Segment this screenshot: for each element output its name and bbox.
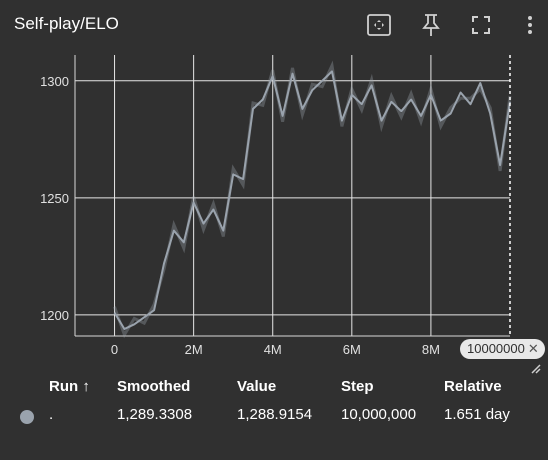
x-tick-label: 0 xyxy=(111,342,118,357)
col-run[interactable]: Run ↑ xyxy=(49,378,90,395)
col-value[interactable]: Value xyxy=(237,378,277,395)
y-tick-label: 1250 xyxy=(40,191,69,206)
step-cursor-badge[interactable]: 10000000 ✕ xyxy=(460,339,545,359)
run-color-swatch[interactable] xyxy=(20,410,34,424)
fit-domain-icon[interactable] xyxy=(366,12,392,38)
chart-axes: 1200 1250 1300 0 2M 4M 6M 8M xyxy=(40,55,510,357)
col-smoothed[interactable]: Smoothed xyxy=(117,378,191,395)
cell-value: 1,288.9154 xyxy=(237,406,313,423)
col-relative[interactable]: Relative xyxy=(444,378,502,395)
card-title: Self-play/ELO xyxy=(14,14,119,33)
cell-smoothed: 1,289.3308 xyxy=(117,406,193,423)
chart-series xyxy=(113,60,512,339)
table-header: Run ↑ Smoothed Value Step Relative xyxy=(0,378,548,402)
y-tick-label: 1200 xyxy=(40,308,69,323)
step-cursor-label: 10000000 xyxy=(467,341,525,356)
cell-run: . xyxy=(49,406,54,423)
more-vert-icon[interactable] xyxy=(517,12,543,38)
close-icon[interactable]: ✕ xyxy=(527,341,539,356)
table-row: . 1,289.3308 1,288.9154 10,000,000 1.651… xyxy=(0,406,548,430)
pin-icon[interactable] xyxy=(418,12,444,38)
elo-line-chart[interactable]: 1200 1250 1300 0 2M 4M 6M 8M xyxy=(0,0,548,375)
x-tick-label: 8M xyxy=(422,342,440,357)
fullscreen-icon[interactable] xyxy=(468,12,494,38)
series-raw-line xyxy=(113,60,512,339)
col-step[interactable]: Step xyxy=(341,378,374,395)
resize-grip-icon[interactable] xyxy=(529,362,541,374)
chart-grid xyxy=(75,55,510,336)
cell-step: 10,000,000 xyxy=(341,406,417,423)
cell-relative: 1.651 day xyxy=(444,406,510,423)
y-tick-label: 1300 xyxy=(40,74,69,89)
card-toolbar xyxy=(360,12,540,38)
series-smoothed-line xyxy=(113,70,511,330)
x-tick-label: 2M xyxy=(185,342,203,357)
x-tick-label: 6M xyxy=(343,342,361,357)
x-tick-label: 4M xyxy=(264,342,282,357)
